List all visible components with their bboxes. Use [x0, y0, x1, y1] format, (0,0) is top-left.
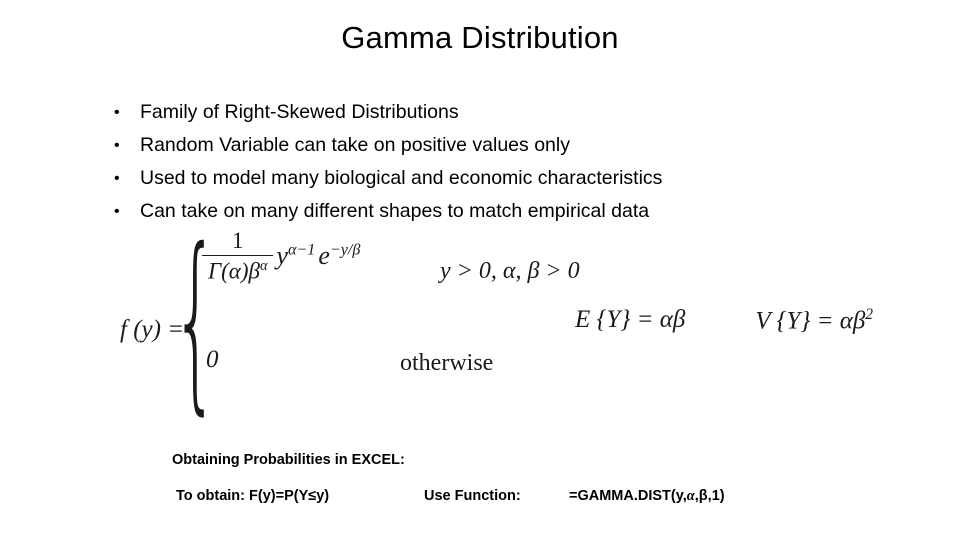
list-item: • Used to model many biological and econ…	[110, 162, 870, 195]
excel-use-function-label: Use Function:	[424, 488, 521, 504]
formula-brace: {	[172, 209, 219, 434]
formula-variance-exponent: 2	[865, 306, 874, 323]
formula-block: f (y) = { 1 Γ(α)βα yα−1 e−y/β y > 0, α, …	[120, 210, 940, 433]
formula-case-one-condition: y > 0, α, β > 0	[440, 258, 580, 284]
formula-case-two-value: 0	[206, 346, 219, 373]
page-title: Gamma Distribution	[341, 20, 619, 55]
formula-y-power: yα−1	[276, 241, 315, 271]
formula-moments: E {Y} = αβ V {Y} = αβ2	[575, 306, 873, 335]
list-item-label: Can take on many different shapes to mat…	[140, 200, 650, 222]
list-item-label: Random Variable can take on positive val…	[140, 134, 570, 156]
excel-function-text: =GAMMA.DIST(y,α,β,1)	[569, 488, 725, 505]
formula-case-two-condition: otherwise	[400, 350, 494, 376]
formula-expectation: E {Y} = αβ	[575, 306, 686, 333]
list-item: • Can take on many different shapes to m…	[110, 195, 870, 228]
excel-function-alpha: α	[686, 488, 695, 504]
excel-function-suffix: ,β,1)	[694, 488, 725, 504]
bullet-marker-icon: •	[114, 203, 120, 220]
formula-denominator-gamma: Γ(α)β	[208, 258, 260, 284]
bullet-marker-icon: •	[114, 104, 120, 121]
formula-e-power: e−y/β	[318, 241, 360, 271]
bullet-list: • Family of Right-Skewed Distributions •…	[110, 96, 870, 228]
bullet-marker-icon: •	[114, 137, 120, 154]
excel-to-obtain: To obtain: F(y)=P(Y≤y)	[176, 488, 330, 504]
formula-fraction-denominator: Γ(α)βα	[202, 256, 273, 285]
list-item: • Family of Right-Skewed Distributions	[110, 96, 870, 129]
formula-e-base: e	[318, 241, 330, 271]
formula-variance: V {Y} = αβ2	[755, 306, 873, 335]
formula-fraction-numerator: 1	[231, 228, 244, 253]
formula-y-exponent: α−1	[287, 241, 316, 259]
excel-instructions: Obtaining Probabilities in EXCEL: To obt…	[172, 452, 725, 504]
excel-heading: Obtaining Probabilities in EXCEL:	[172, 452, 405, 468]
formula-case-one: 1 Γ(α)βα yα−1 e−y/β	[202, 228, 360, 285]
formula-y-base: y	[276, 241, 288, 271]
list-item-label: Used to model many biological and econom…	[140, 167, 663, 189]
formula-e-exponent: −y/β	[329, 241, 361, 259]
formula-denominator-exponent: α	[259, 258, 268, 274]
formula-variance-text: V {Y} = αβ	[755, 307, 866, 335]
formula-fraction: 1 Γ(α)βα	[202, 228, 274, 285]
excel-function-row: To obtain: F(y)=P(Y≤y) Use Function: =GA…	[176, 488, 725, 505]
bullet-marker-icon: •	[114, 170, 120, 187]
list-item: • Random Variable can take on positive v…	[110, 129, 870, 162]
list-item-label: Family of Right-Skewed Distributions	[140, 101, 459, 123]
excel-function-prefix: =GAMMA.DIST(y,	[569, 488, 687, 504]
formula-fraction-bar	[202, 255, 274, 256]
formula-function-label: f (y) =	[120, 316, 185, 343]
